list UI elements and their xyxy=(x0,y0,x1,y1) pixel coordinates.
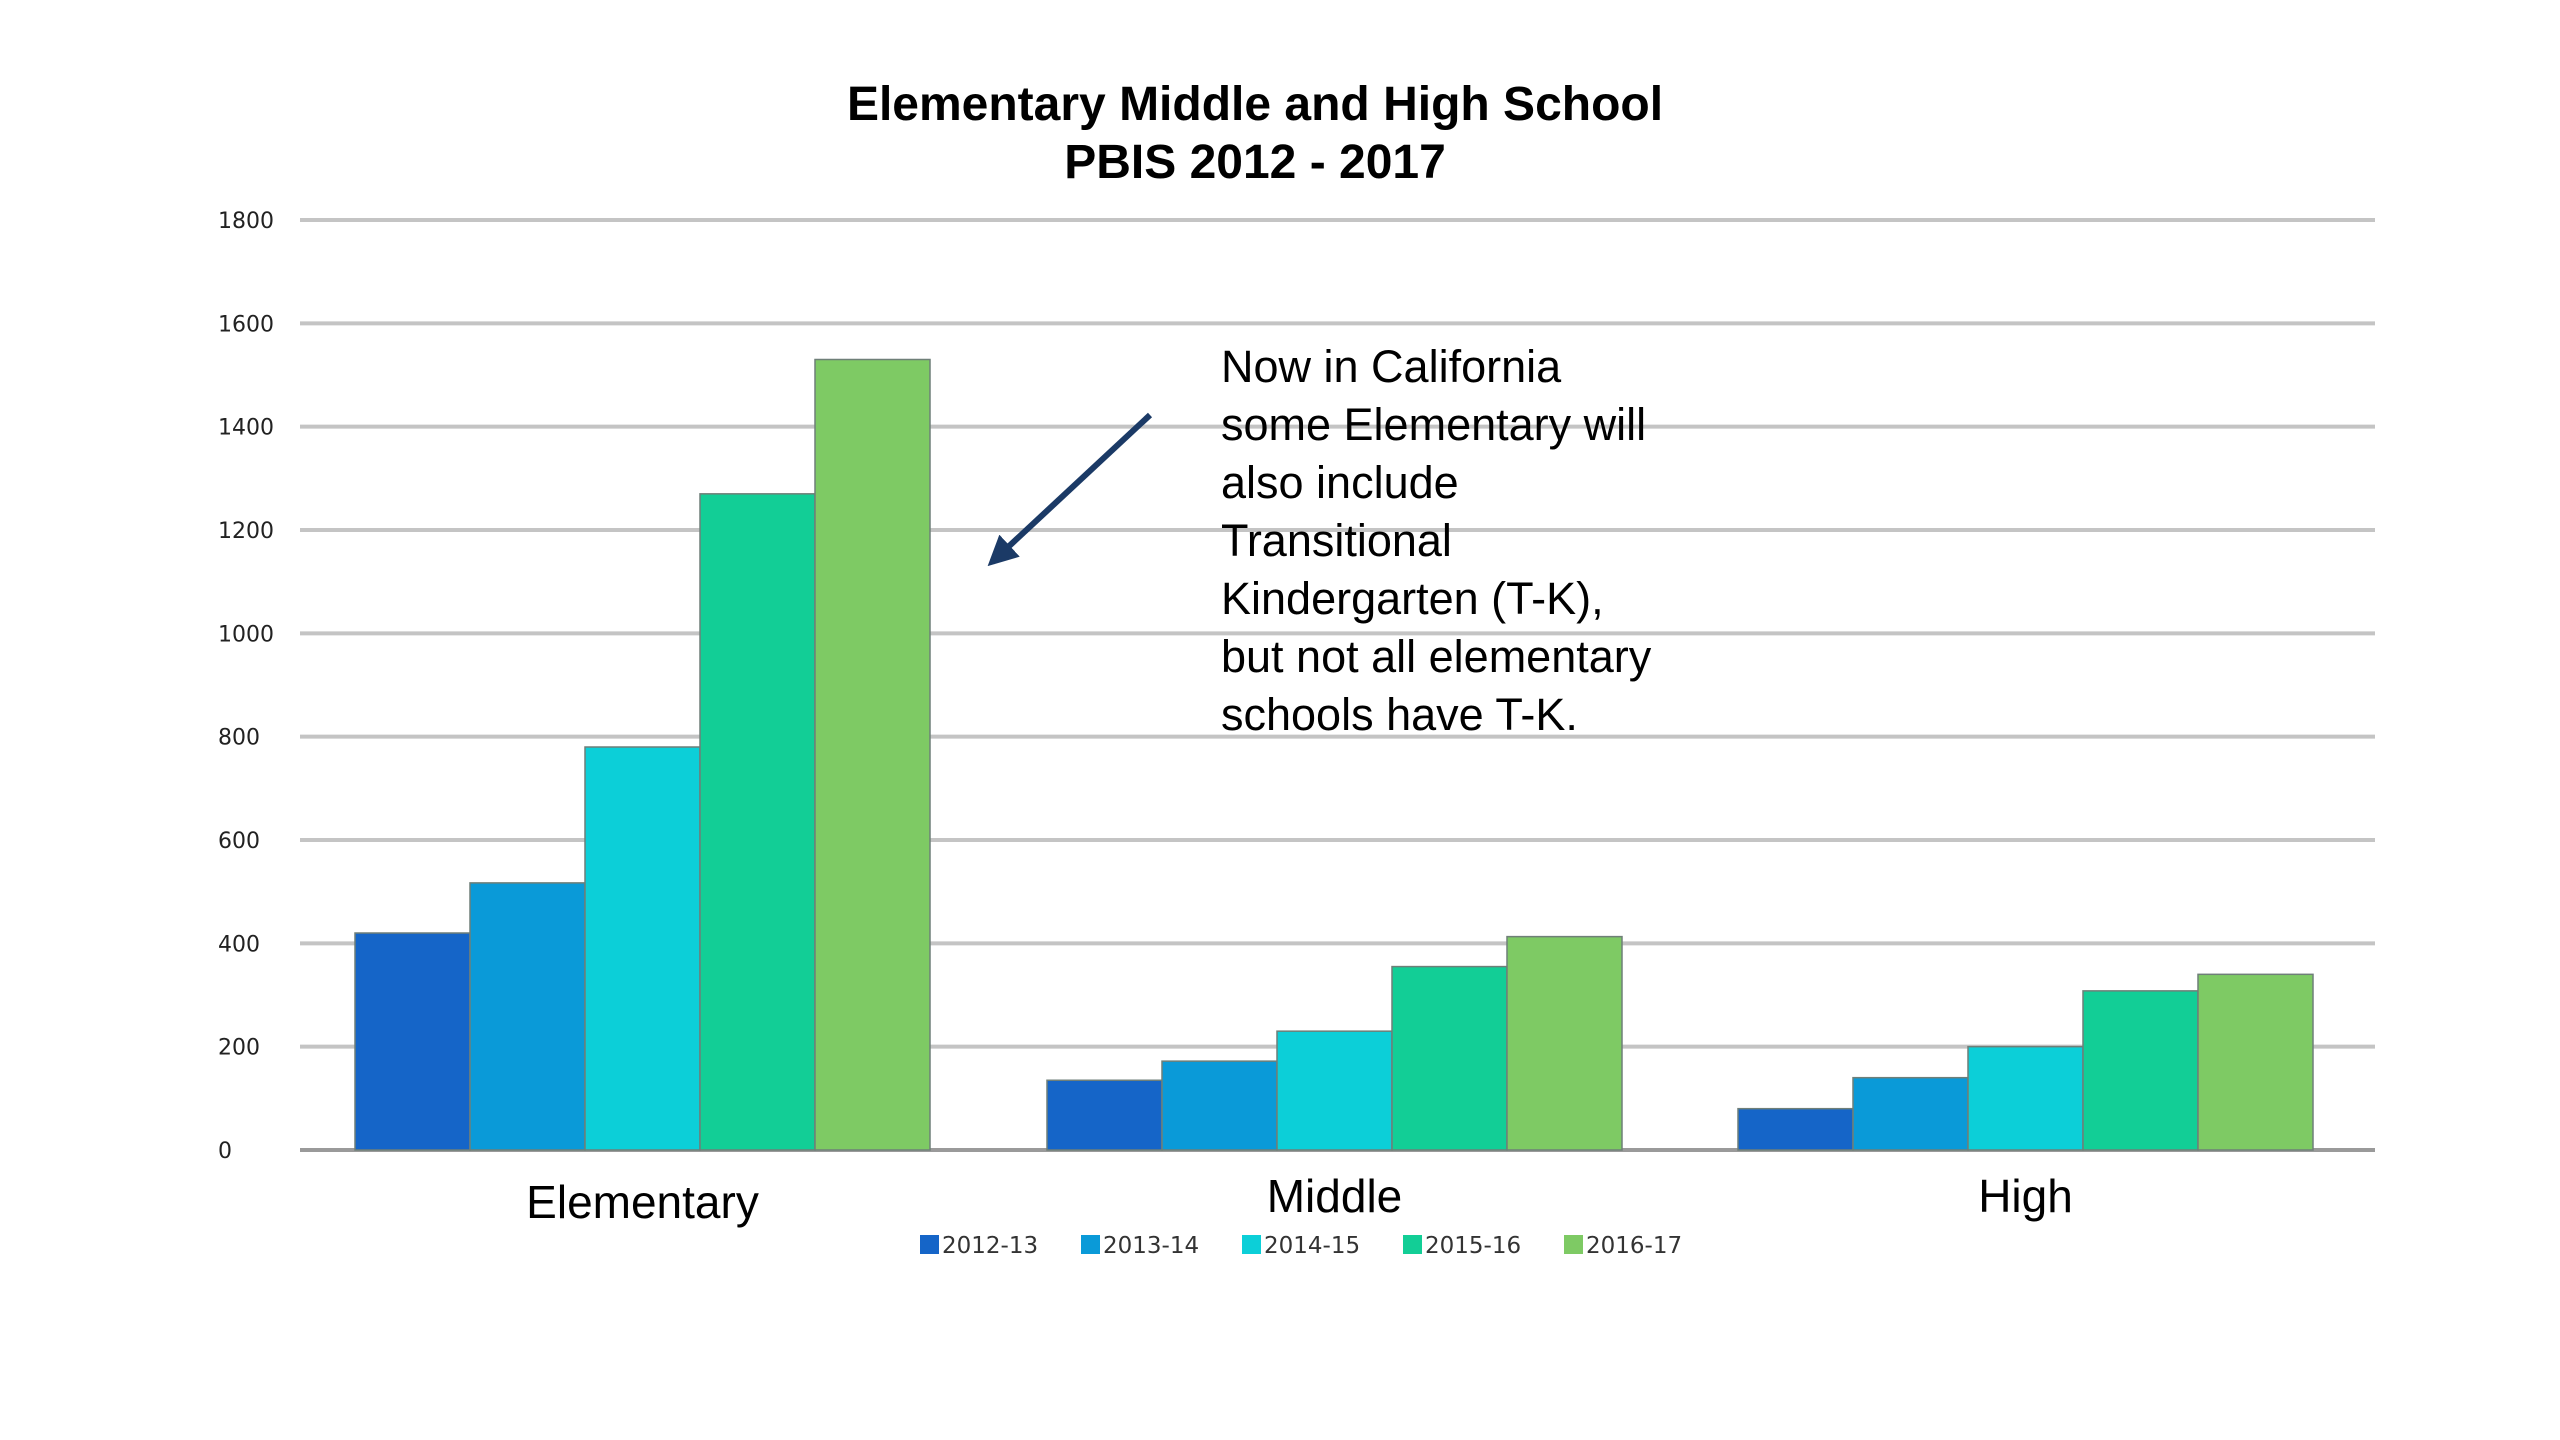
chart-title-line-2: PBIS 2012 - 2017 xyxy=(1064,136,1446,189)
legend-swatch-2012-13 xyxy=(920,1235,939,1254)
chart-title: Elementary Middle and High School PBIS 2… xyxy=(847,78,1663,189)
y-tick-label-800: 800 xyxy=(218,726,260,751)
bar-high-2016-17 xyxy=(2197,973,2314,1151)
bar-high-2014-15 xyxy=(1967,1045,2084,1151)
bar-middle-2016-17 xyxy=(1506,935,1623,1151)
bar-elementary-2015-16 xyxy=(699,493,816,1151)
bars xyxy=(354,358,2314,1151)
legend: 2012-13 2013-14 2014-15 2015-16 2016-17 xyxy=(920,1233,1682,1259)
category-label-middle: Middle xyxy=(1267,1170,1403,1222)
category-label-high: High xyxy=(1978,1170,2073,1222)
legend-label-2015-16: 2015-16 xyxy=(1425,1233,1521,1259)
legend-swatch-2013-14 xyxy=(1081,1235,1100,1254)
bar-elementary-2013-14 xyxy=(469,882,586,1151)
legend-label-2012-13: 2012-13 xyxy=(942,1233,1038,1259)
legend-label-2016-17: 2016-17 xyxy=(1586,1233,1682,1259)
bar-elementary-2016-17 xyxy=(814,358,931,1151)
annotation-line-7: schools have T-K. xyxy=(1221,689,1578,740)
chart-title-line-1: Elementary Middle and High School xyxy=(847,78,1663,131)
annotation-line-2: some Elementary will xyxy=(1221,399,1646,450)
bar-high-2013-14 xyxy=(1852,1076,1969,1151)
y-tick-label-1600: 1600 xyxy=(218,312,274,337)
y-tick-label-1000: 1000 xyxy=(218,622,274,647)
bar-high-2012-13 xyxy=(1737,1107,1854,1151)
bar-elementary-2012-13 xyxy=(354,932,471,1151)
annotation-line-3: also include xyxy=(1221,457,1459,508)
bar-elementary-2014-15 xyxy=(584,746,701,1151)
bar-high-2015-16 xyxy=(2082,990,2199,1151)
y-tick-label-1400: 1400 xyxy=(218,416,274,441)
legend-label-2014-15: 2014-15 xyxy=(1264,1233,1360,1259)
bar-middle-2014-15 xyxy=(1276,1030,1393,1151)
category-labels: Elementary Middle High xyxy=(526,1170,2073,1228)
annotation: Now in California some Elementary will als… xyxy=(987,341,1652,740)
y-tick-label-1800: 1800 xyxy=(218,209,274,234)
y-axis-tick-labels: 0 200 400 600 800 1000 1200 1400 1600 1800 xyxy=(218,209,274,1164)
legend-swatch-2016-17 xyxy=(1564,1235,1583,1254)
category-label-elementary: Elementary xyxy=(526,1176,759,1228)
bar-middle-2013-14 xyxy=(1161,1060,1278,1151)
legend-swatch-2015-16 xyxy=(1403,1235,1422,1254)
annotation-line-6: but not all elementary xyxy=(1221,631,1652,682)
y-tick-label-0: 0 xyxy=(218,1139,232,1164)
annotation-line-4: Transitional xyxy=(1221,515,1452,566)
annotation-line-1: Now in California xyxy=(1221,341,1562,392)
legend-label-2013-14: 2013-14 xyxy=(1103,1233,1199,1259)
legend-swatch-2014-15 xyxy=(1242,1235,1261,1254)
annotation-line-5: Kindergarten (T-K), xyxy=(1221,573,1604,624)
bar-middle-2012-13 xyxy=(1046,1079,1163,1151)
y-tick-label-400: 400 xyxy=(218,932,260,957)
annotation-text: Now in California some Elementary will als… xyxy=(1221,341,1652,740)
annotation-arrow xyxy=(987,412,1153,567)
y-tick-label-200: 200 xyxy=(218,1036,260,1061)
bar-middle-2015-16 xyxy=(1391,965,1508,1151)
y-tick-label-1200: 1200 xyxy=(218,519,274,544)
y-tick-label-600: 600 xyxy=(218,829,260,854)
